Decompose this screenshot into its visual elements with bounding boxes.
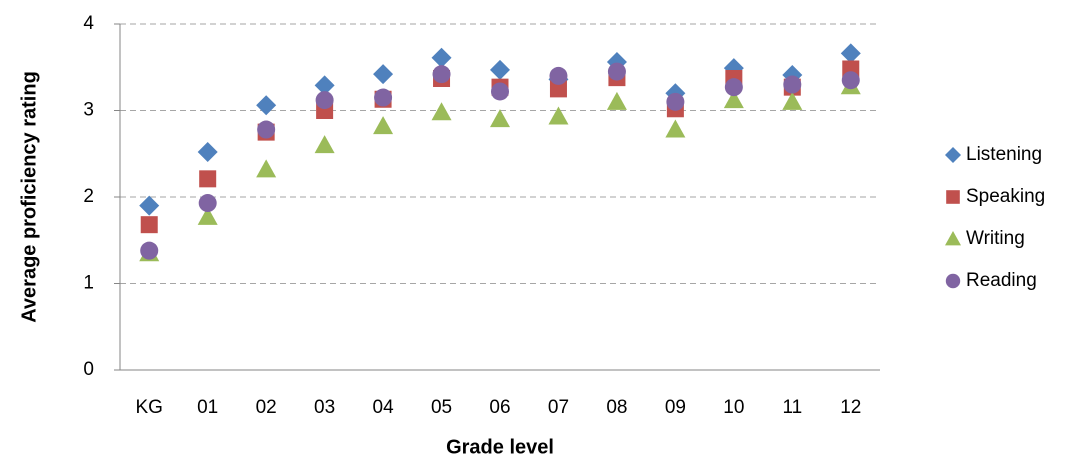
x-tick-label: 11 xyxy=(782,397,802,418)
legend-label: Speaking xyxy=(966,186,1045,207)
x-axis-title: Grade level xyxy=(446,436,554,458)
square-marker xyxy=(140,216,158,234)
circle-marker xyxy=(666,92,685,111)
diamond-marker xyxy=(314,75,335,96)
legend-label: Writing xyxy=(966,228,1025,249)
x-tick-label: 01 xyxy=(197,397,218,418)
circle-marker xyxy=(432,65,451,84)
triangle-marker xyxy=(606,91,627,110)
diamond-marker xyxy=(490,59,510,80)
circle-marker xyxy=(315,91,334,110)
diamond-marker xyxy=(139,195,160,216)
triangle-marker xyxy=(431,102,452,121)
y-tick-label: 2 xyxy=(83,186,94,207)
diamond-marker xyxy=(840,43,861,64)
circle-marker xyxy=(607,62,626,81)
circle-marker xyxy=(198,194,217,213)
x-tick-label: 12 xyxy=(840,397,861,418)
circle-marker xyxy=(140,241,159,260)
x-tick-label: 03 xyxy=(314,397,335,418)
triangle-marker xyxy=(665,119,686,138)
diamond-marker xyxy=(256,95,277,116)
legend-label: Listening xyxy=(966,144,1042,165)
triangle-marker xyxy=(256,159,277,178)
triangle-marker xyxy=(314,135,335,154)
triangle-marker xyxy=(373,116,394,135)
x-tick-label: 07 xyxy=(548,397,569,418)
square-marker xyxy=(946,190,960,204)
x-tick-label: 06 xyxy=(489,397,510,418)
x-tick-label: KG xyxy=(136,397,163,418)
y-axis-title: Average proficiency rating xyxy=(18,71,40,323)
triangle-marker xyxy=(548,106,569,125)
square-marker xyxy=(549,80,567,98)
triangle-marker xyxy=(945,231,961,246)
circle-marker xyxy=(841,71,860,90)
y-tick-label: 4 xyxy=(83,13,94,34)
y-tick-label: 3 xyxy=(83,100,94,121)
circle-marker xyxy=(945,273,961,289)
x-tick-label: 04 xyxy=(373,397,395,418)
x-tick-label: 08 xyxy=(606,397,627,418)
x-tick-label: 09 xyxy=(665,397,686,418)
triangle-marker xyxy=(490,109,510,128)
circle-marker xyxy=(257,120,276,139)
diamond-marker xyxy=(945,147,961,163)
triangle-marker xyxy=(782,91,803,110)
triangle-marker xyxy=(723,90,744,109)
diamond-marker xyxy=(373,64,394,85)
x-tick-label: 10 xyxy=(723,397,744,418)
triangle-marker xyxy=(197,206,218,225)
x-tick-label: 02 xyxy=(256,397,277,418)
diamond-marker xyxy=(431,47,452,68)
diamond-marker xyxy=(197,142,218,163)
circle-marker xyxy=(491,82,509,101)
y-tick-label: 0 xyxy=(83,359,94,380)
square-marker xyxy=(199,170,217,188)
circle-marker xyxy=(374,88,393,107)
x-tick-label: 05 xyxy=(431,397,452,418)
circle-marker xyxy=(549,66,568,85)
circle-marker xyxy=(783,75,802,94)
y-tick-label: 1 xyxy=(83,273,94,294)
circle-marker xyxy=(724,78,743,97)
legend-label: Reading xyxy=(966,270,1037,291)
